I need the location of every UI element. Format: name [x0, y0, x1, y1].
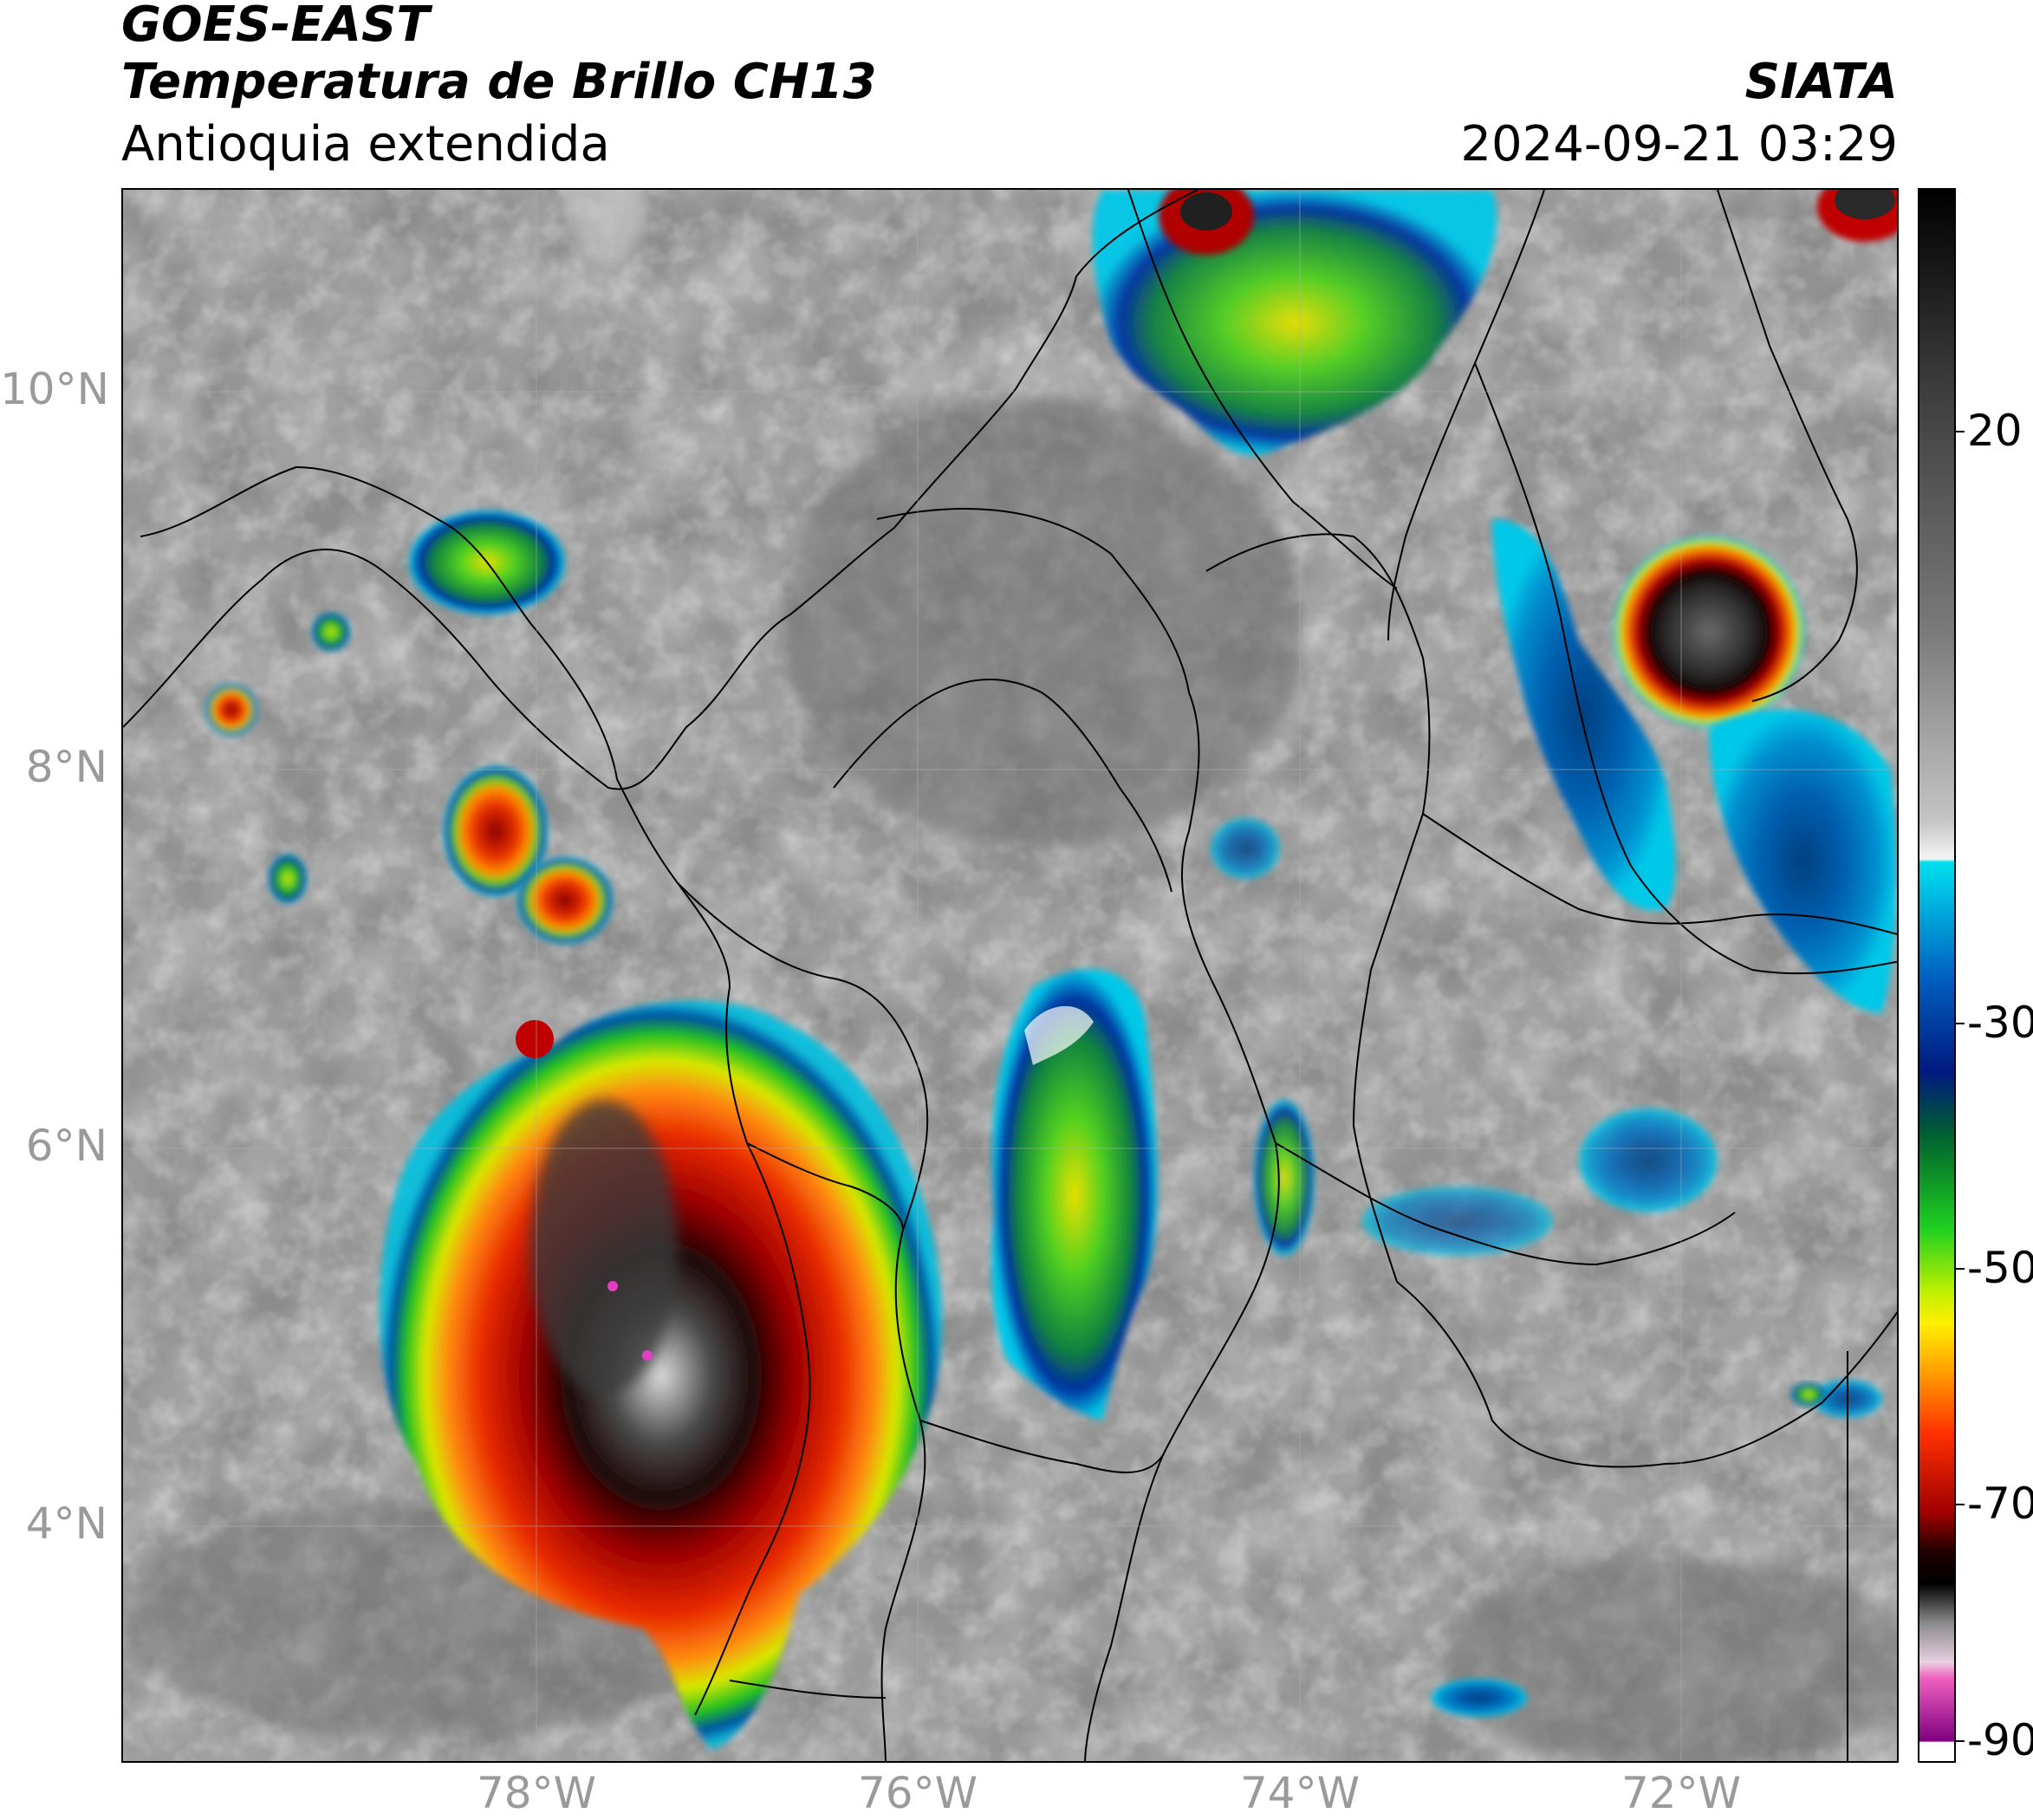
colorbar-tick: [1956, 1504, 1965, 1505]
lon-label-72w: 72°W: [1621, 1768, 1742, 1818]
colorbar-tick: [1956, 431, 1965, 432]
colorbar-tick: [1956, 1268, 1965, 1270]
temperature-colorbar: [1918, 188, 1956, 1763]
satellite-map[interactable]: [121, 188, 1899, 1763]
lat-label-6n: 6°N: [25, 1121, 107, 1171]
organization-label: SIATA: [1744, 54, 1898, 110]
product-satellite-title: GOES-EAST: [121, 0, 430, 53]
colorbar-label-20: 20: [1967, 406, 2023, 456]
region-title: Antioquia extendida: [121, 116, 610, 172]
lon-label-78w: 78°W: [476, 1768, 597, 1818]
colorbar-tick: [1956, 1740, 1965, 1742]
map-canvas: [123, 190, 1897, 1761]
lon-label-76w: 76°W: [857, 1768, 978, 1818]
colorbar-label-neg90: -90: [1967, 1715, 2033, 1765]
colorbar-label-neg50: -50: [1967, 1243, 2033, 1293]
lon-label-74w: 74°W: [1239, 1768, 1361, 1818]
colorbar-label-neg70: -70: [1967, 1479, 2033, 1529]
timestamp-label: 2024-09-21 03:29: [1460, 116, 1898, 172]
lat-label-8n: 8°N: [25, 742, 107, 792]
gridlines: [123, 190, 1897, 1761]
colorbar-label-neg30: -30: [1967, 998, 2033, 1048]
product-name-title: Temperatura de Brillo CH13: [121, 54, 877, 110]
lat-label-4n: 4°N: [25, 1498, 107, 1549]
colorbar-gradient: [1919, 190, 1954, 1761]
boundaries: [123, 190, 1897, 1761]
colorbar-tick: [1956, 1023, 1965, 1024]
storm-cells: [205, 190, 1897, 1750]
lat-label-10n: 10°N: [0, 364, 110, 414]
